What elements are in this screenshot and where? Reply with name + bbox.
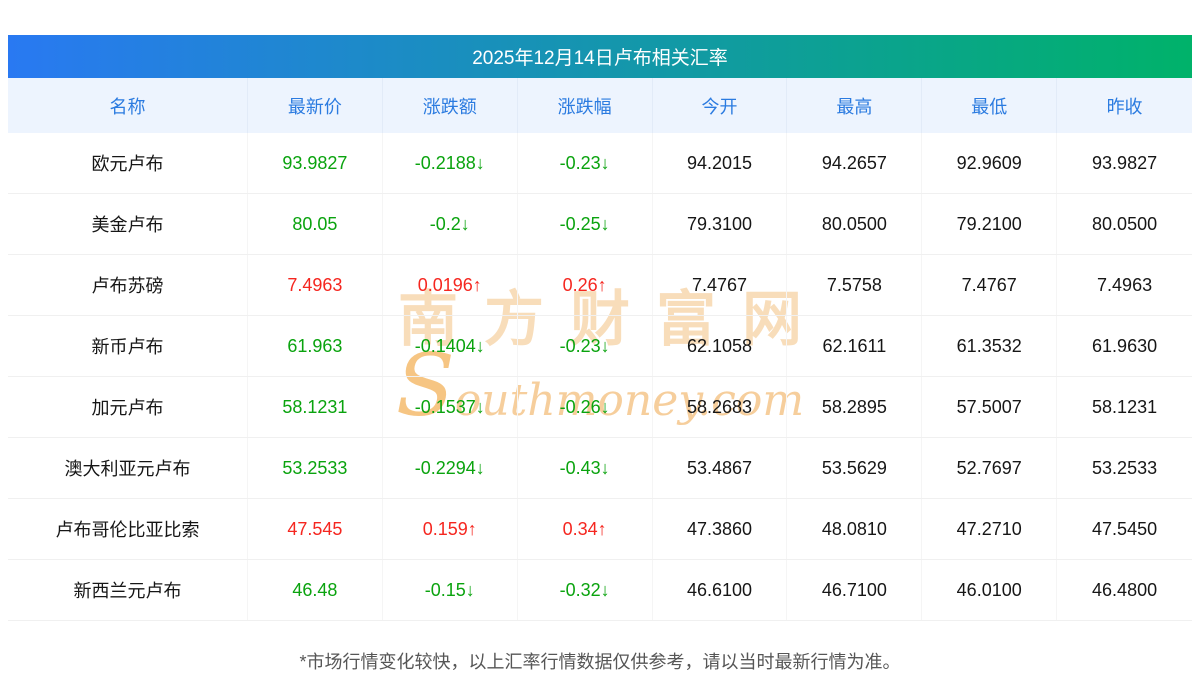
cell-name: 澳大利亚元卢布	[8, 438, 248, 498]
table-row: 加元卢布 58.1231 -0.1537↓ -0.26↓ 58.2683 58.2895 5…	[8, 377, 1192, 438]
cell-open: 79.3100	[653, 194, 788, 254]
table-body: 欧元卢布 93.9827 -0.2188↓ -0.23↓ 94.2015 94.2657 9…	[8, 133, 1192, 621]
table-header-row: 名称 最新价 涨跌额 涨跌幅 今开 最高 最低 昨收	[8, 78, 1192, 133]
cell-latest: 58.1231	[248, 377, 383, 437]
cell-low: 92.9609	[922, 133, 1058, 193]
cell-prev_close: 61.9630	[1092, 335, 1158, 356]
cell-low: 61.3532	[922, 316, 1058, 376]
cell-change_pct: -0.32↓	[518, 560, 653, 620]
table-row: 新币卢布 61.963 -0.1404↓ -0.23↓ 62.1058 62.1611 61…	[8, 316, 1192, 377]
cell-latest: 93.9827	[248, 133, 383, 193]
cell-change: 0.159↑	[383, 499, 518, 559]
cell-prev_close: 53.2533	[1092, 457, 1158, 478]
cell-name: 欧元卢布	[8, 133, 248, 193]
cell-name: 美金卢布	[8, 194, 248, 254]
table-title-bar: 2025年12月14日卢布相关汇率	[8, 35, 1192, 78]
cell-high: 48.0810	[787, 499, 923, 559]
cell-latest: 46.48	[248, 560, 383, 620]
cell-high: 58.2895	[787, 377, 923, 437]
cell-open: 94.2015	[653, 133, 788, 193]
cell-change: -0.15↓	[383, 560, 518, 620]
cell-low: 79.2100	[922, 194, 1058, 254]
table-row: 新西兰元卢布 46.48 -0.15↓ -0.32↓ 46.6100 46.7100 46.…	[8, 560, 1192, 621]
cell-name: 加元卢布	[8, 377, 248, 437]
cell-open: 7.4767	[653, 255, 788, 315]
cell-prev_close: 58.1231	[1092, 396, 1158, 417]
cell-high: 80.0500	[787, 194, 923, 254]
cell-high: 53.5629	[787, 438, 923, 498]
cell-name: 卢布苏磅	[8, 255, 248, 315]
cell-change: -0.2294↓	[383, 438, 518, 498]
column-header: 涨跌幅	[518, 78, 653, 133]
cell-high: 94.2657	[787, 133, 923, 193]
column-header: 昨收	[1106, 96, 1143, 117]
cell-name: 卢布哥伦比亚比索	[8, 499, 248, 559]
cell-prev_close: 46.4800	[1092, 579, 1158, 600]
cell-change: -0.1537↓	[383, 377, 518, 437]
column-header: 最低	[922, 78, 1058, 133]
cell-high: 7.5758	[787, 255, 923, 315]
cell-open: 53.4867	[653, 438, 788, 498]
column-header: 今开	[653, 78, 788, 133]
cell-low: 57.5007	[922, 377, 1058, 437]
cell-change_pct: -0.23↓	[518, 133, 653, 193]
cell-change: -0.2188↓	[383, 133, 518, 193]
cell-change: -0.2↓	[383, 194, 518, 254]
cell-prev_close: 80.0500	[1092, 213, 1158, 234]
table-row: 卢布苏磅 7.4963 0.0196↑ 0.26↑ 7.4767 7.5758 7.4767…	[8, 255, 1192, 316]
cell-latest: 53.2533	[248, 438, 383, 498]
cell-prev_close: 93.9827	[1092, 152, 1158, 173]
cell-name: 新西兰元卢布	[8, 560, 248, 620]
table-row: 卢布哥伦比亚比索 47.545 0.159↑ 0.34↑ 47.3860 48.0810 4…	[8, 499, 1192, 560]
cell-change_pct: -0.25↓	[518, 194, 653, 254]
column-header: 涨跌额	[383, 78, 518, 133]
cell-low: 47.2710	[922, 499, 1058, 559]
cell-open: 47.3860	[653, 499, 788, 559]
cell-high: 62.1611	[787, 316, 923, 376]
table-row: 欧元卢布 93.9827 -0.2188↓ -0.23↓ 94.2015 94.2657 9…	[8, 133, 1192, 194]
cell-name: 新币卢布	[8, 316, 248, 376]
cell-change_pct: -0.26↓	[518, 377, 653, 437]
cell-open: 62.1058	[653, 316, 788, 376]
cell-open: 58.2683	[653, 377, 788, 437]
column-header: 最新价	[248, 78, 383, 133]
cell-change: 0.0196↑	[383, 255, 518, 315]
cell-latest: 80.05	[248, 194, 383, 254]
footer-disclaimer: *市场行情变化较快，以上汇率行情数据仅供参考，请以当时最新行情为准。	[299, 652, 901, 672]
cell-prev_close: 7.4963	[1097, 274, 1153, 295]
column-header: 名称	[8, 78, 248, 133]
cell-change_pct: 0.26↑	[518, 255, 653, 315]
table-title: 2025年12月14日卢布相关汇率	[472, 48, 728, 69]
cell-high: 46.7100	[787, 560, 923, 620]
cell-change_pct: -0.23↓	[518, 316, 653, 376]
cell-latest: 47.545	[248, 499, 383, 559]
cell-low: 46.0100	[922, 560, 1058, 620]
cell-change_pct: -0.43↓	[518, 438, 653, 498]
cell-open: 46.6100	[653, 560, 788, 620]
cell-latest: 61.963	[248, 316, 383, 376]
cell-low: 52.7697	[922, 438, 1058, 498]
table-row: 美金卢布 80.05 -0.2↓ -0.25↓ 79.3100 80.0500 79.210…	[8, 194, 1192, 255]
cell-low: 7.4767	[922, 255, 1058, 315]
rates-table: 2025年12月14日卢布相关汇率 名称 最新价 涨跌额 涨跌幅 今开 最高 最低 昨收 欧元…	[8, 35, 1192, 621]
cell-prev_close: 47.5450	[1092, 518, 1158, 539]
cell-change_pct: 0.34↑	[518, 499, 653, 559]
column-header: 最高	[787, 78, 923, 133]
table-row: 澳大利亚元卢布 53.2533 -0.2294↓ -0.43↓ 53.4867 53.56…	[8, 438, 1192, 499]
cell-latest: 7.4963	[248, 255, 383, 315]
cell-change: -0.1404↓	[383, 316, 518, 376]
